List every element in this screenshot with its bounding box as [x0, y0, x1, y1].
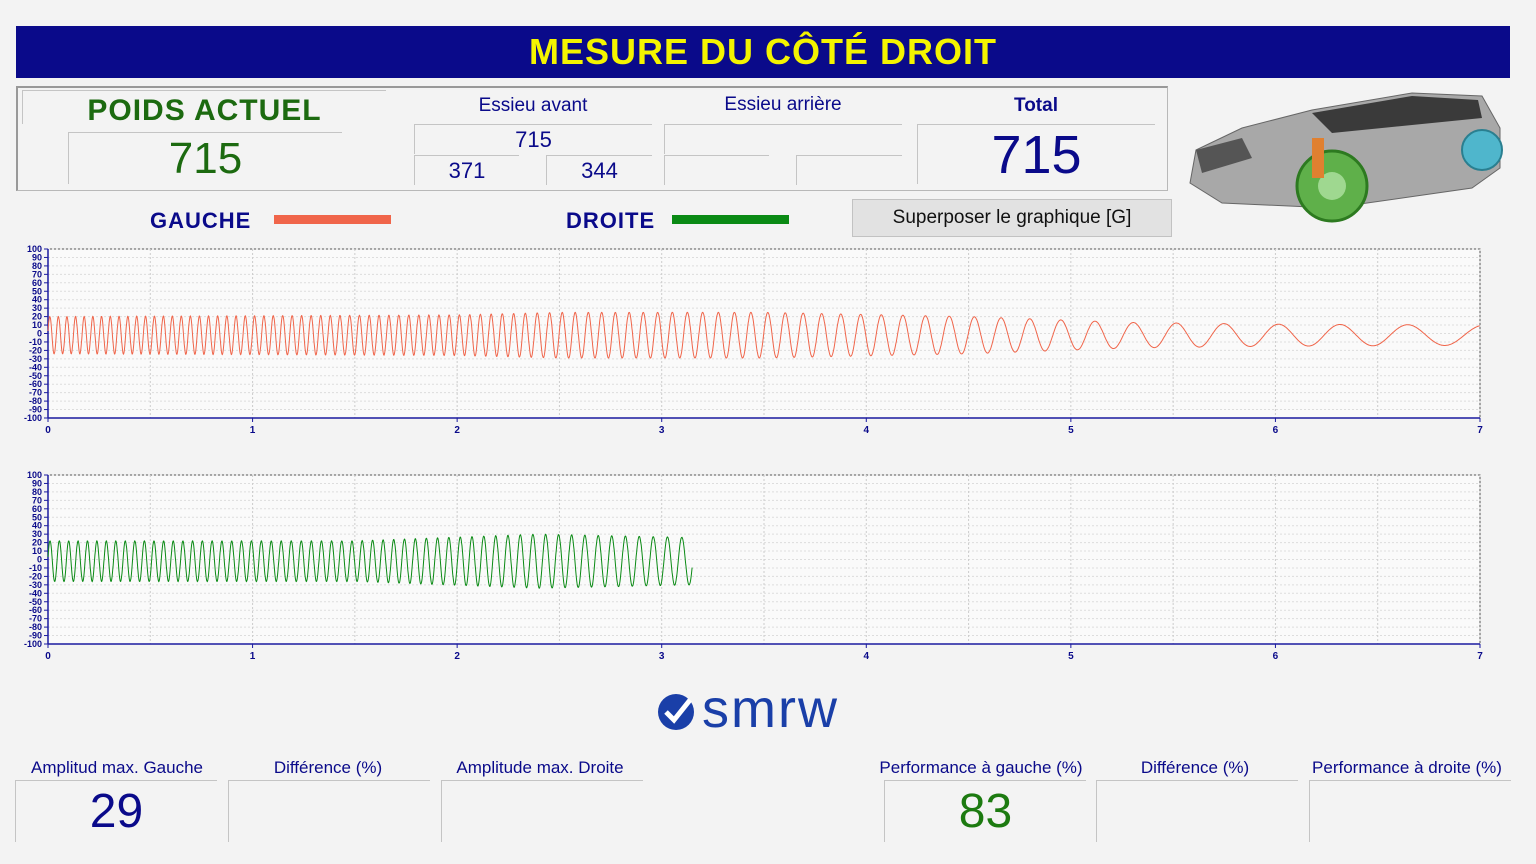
- difference-left-label: Différence (%): [273, 758, 383, 777]
- x-tick-label: 4: [864, 425, 870, 436]
- front-left-value: 371: [414, 155, 519, 185]
- y-tick-label: 70: [32, 495, 42, 505]
- overlay-graph-button[interactable]: Superposer le graphique [G]: [852, 199, 1172, 237]
- performance-gauche-label: Performance à gauche (%): [879, 758, 1083, 777]
- y-tick-label: -50: [29, 371, 42, 381]
- x-tick-label: 3: [659, 425, 665, 436]
- front-axle-label: Essieu avant: [478, 95, 588, 116]
- y-tick-label: 0: [37, 329, 42, 339]
- car-suspension-illustration: [1182, 88, 1507, 228]
- legend-gauche-swatch: [274, 215, 391, 224]
- y-tick-label: 50: [32, 286, 42, 296]
- amplitude-max-gauche-label: Amplitud max. Gauche: [31, 758, 203, 777]
- y-tick-label: -40: [29, 362, 42, 372]
- y-tick-label: -50: [29, 597, 42, 607]
- x-tick-label: 0: [45, 651, 51, 662]
- y-tick-label: -100: [24, 639, 42, 649]
- performance-gauche-value: 83: [884, 780, 1086, 842]
- y-tick-label: -90: [29, 631, 42, 641]
- x-tick-label: 1: [250, 425, 256, 436]
- y-tick-label: -60: [29, 379, 42, 389]
- y-tick-label: 60: [32, 504, 42, 514]
- y-tick-label: 30: [32, 529, 42, 539]
- y-tick-label: 50: [32, 512, 42, 522]
- y-tick-label: -20: [29, 571, 42, 581]
- x-tick-label: 6: [1273, 425, 1279, 436]
- chart-droite: 1009080706050403020100-10-20-30-40-50-60…: [24, 470, 1483, 662]
- y-tick-label: 100: [27, 470, 42, 480]
- x-tick-label: 1: [250, 651, 256, 662]
- total-value: 715: [917, 124, 1155, 185]
- y-tick-label: -10: [29, 337, 42, 347]
- amplitude-max-gauche-value: 29: [15, 780, 217, 842]
- y-tick-label: 100: [27, 244, 42, 254]
- x-tick-label: 5: [1068, 425, 1074, 436]
- rear-right-value: [796, 155, 902, 185]
- smrw-logo: smrw: [656, 679, 886, 740]
- y-tick-label: 0: [37, 555, 42, 565]
- y-tick-label: -40: [29, 588, 42, 598]
- y-tick-label: 40: [32, 521, 42, 531]
- poids-actuel-value: 715: [68, 132, 342, 184]
- weights-panel: [16, 86, 1168, 191]
- y-tick-label: 30: [32, 303, 42, 313]
- y-tick-label: -80: [29, 622, 42, 632]
- y-tick-label: -60: [29, 605, 42, 615]
- performance-droite-value: [1309, 780, 1511, 842]
- rear-axle-total: [664, 124, 902, 154]
- y-tick-label: 90: [32, 252, 42, 262]
- legend-droite-label: DROITE: [566, 208, 656, 233]
- x-tick-label: 0: [45, 425, 51, 436]
- difference-right-label: Différence (%): [1140, 758, 1250, 777]
- page-title: MESURE DU CÔTÉ DROIT: [16, 26, 1510, 78]
- y-tick-label: -70: [29, 388, 42, 398]
- chart-gauche: 1009080706050403020100-10-20-30-40-50-60…: [24, 244, 1483, 436]
- difference-left-value: [228, 780, 430, 842]
- y-tick-label: 90: [32, 478, 42, 488]
- performance-droite-label: Performance à droite (%): [1312, 758, 1502, 777]
- y-tick-label: 10: [32, 320, 42, 330]
- x-tick-label: 7: [1477, 651, 1483, 662]
- legend-droite-swatch: [672, 215, 789, 224]
- y-tick-label: 10: [32, 546, 42, 556]
- y-tick-label: 20: [32, 312, 42, 322]
- series-line-droite: [47, 533, 693, 589]
- x-tick-label: 5: [1068, 651, 1074, 662]
- x-tick-label: 7: [1477, 425, 1483, 436]
- amplitude-max-droite-label: Amplitude max. Droite: [456, 758, 624, 777]
- poids-actuel-label: POIDS ACTUEL: [22, 90, 386, 127]
- y-tick-label: 80: [32, 487, 42, 497]
- y-tick-label: 80: [32, 261, 42, 271]
- y-tick-label: -80: [29, 396, 42, 406]
- y-tick-label: -10: [29, 563, 42, 573]
- y-tick-label: -30: [29, 580, 42, 590]
- y-tick-label: -100: [24, 413, 42, 423]
- logo-text: smrw: [702, 679, 839, 739]
- y-tick-label: -20: [29, 345, 42, 355]
- y-tick-label: -90: [29, 405, 42, 415]
- difference-right-value: [1096, 780, 1298, 842]
- x-tick-label: 2: [454, 651, 460, 662]
- rear-axle-label: Essieu arrière: [724, 94, 842, 115]
- y-tick-label: -70: [29, 614, 42, 624]
- y-tick-label: 20: [32, 538, 42, 548]
- series-line-gauche: [47, 311, 1480, 359]
- y-tick-label: -30: [29, 354, 42, 364]
- front-axle-total: 715: [414, 124, 652, 154]
- x-tick-label: 4: [864, 651, 870, 662]
- amplitude-max-droite-value: [441, 780, 643, 842]
- x-tick-label: 6: [1273, 651, 1279, 662]
- x-tick-label: 2: [454, 425, 460, 436]
- total-label: Total: [1014, 95, 1058, 116]
- y-tick-label: 40: [32, 295, 42, 305]
- y-tick-label: 60: [32, 278, 42, 288]
- y-tick-label: 70: [32, 269, 42, 279]
- x-tick-label: 3: [659, 651, 665, 662]
- rear-left-value: [664, 155, 769, 185]
- legend-gauche-label: GAUCHE: [150, 208, 252, 233]
- front-right-value: 344: [546, 155, 652, 185]
